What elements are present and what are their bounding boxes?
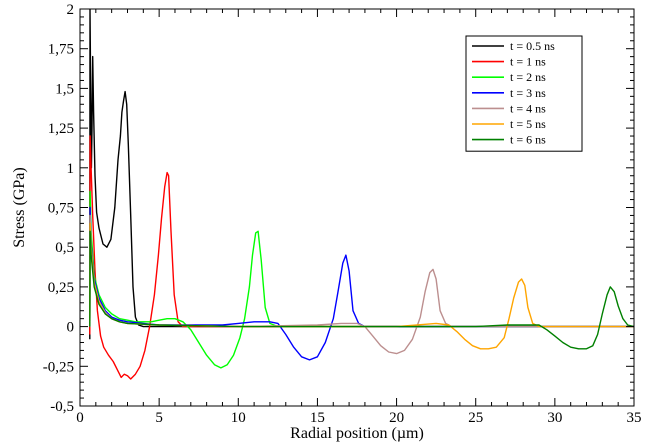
series-layer: [89, 9, 634, 380]
legend-label-7: t = 6 ns: [510, 133, 546, 147]
axis-ticks: [79, 8, 635, 407]
x-tick-label: 30: [547, 410, 562, 426]
y-tick-label: 0,25: [48, 280, 74, 296]
y-tick-label: -0,25: [43, 359, 74, 375]
y-tick-label: 1,5: [55, 81, 74, 97]
x-axis-label: Radial position (µm): [290, 425, 424, 442]
series-line-2: [89, 135, 634, 380]
x-tick-label: 20: [389, 410, 404, 426]
legend: t = 0.5 ns t = 1 nst = 2 ns t = 3 nst = 4 …: [465, 35, 583, 152]
y-tick-label: -0,5: [50, 399, 74, 415]
y-axis-label: Stress (GPa): [11, 167, 28, 247]
y-tick-label: 1: [67, 161, 75, 177]
x-tick-label: 15: [310, 410, 325, 426]
x-tick-label: 35: [627, 410, 642, 426]
legend-label-1: t = 0.5 ns: [510, 39, 555, 53]
legend-label-5: t = 4 ns: [510, 101, 546, 115]
y-tick-label: 2: [67, 2, 75, 18]
legend-label-3: t = 2 ns: [510, 70, 546, 84]
series-line-3: [89, 190, 634, 369]
legend-label-6: t = 5 ns: [510, 117, 546, 131]
legend-label-2: t = 1 ns: [510, 55, 546, 69]
y-tick-label: 1,25: [48, 121, 74, 137]
y-tick-label: 0,75: [48, 201, 74, 217]
x-tick-label: 25: [468, 410, 483, 426]
series-line-5: [89, 214, 634, 355]
legend-label-4: t = 3 ns: [510, 86, 546, 100]
y-tick-label: 1,75: [48, 42, 74, 58]
series-line-7: [89, 230, 634, 350]
x-tick-label: 10: [231, 410, 246, 426]
series-line-1: [89, 9, 634, 340]
x-tick-label: 5: [155, 410, 163, 426]
y-tick-label: 0: [67, 320, 75, 336]
x-tick-label: 0: [76, 410, 84, 426]
series-line-4: [89, 206, 634, 361]
tick-labels: 0 5 10 15 20 25 30 35 -0,5 -0,25 0 0,25 0,5 0,75 1 1,25…: [43, 2, 642, 426]
y-tick-label: 0,5: [55, 240, 74, 256]
